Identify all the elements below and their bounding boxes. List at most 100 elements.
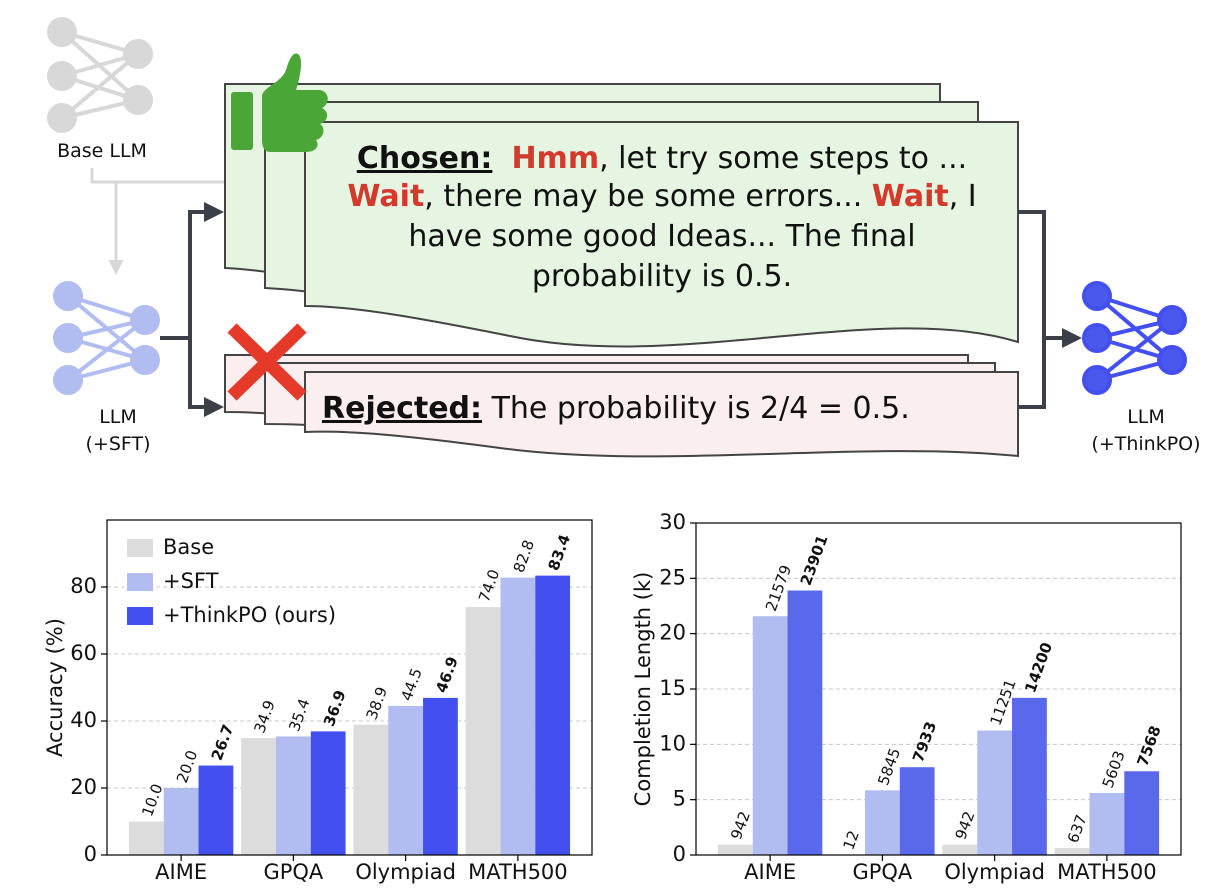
bar	[752, 616, 788, 855]
x-tick-label: MATH500	[468, 860, 568, 884]
x-tick-label: GPQA	[852, 860, 912, 884]
bar	[198, 765, 234, 855]
highlight-word: Hmm	[511, 141, 599, 176]
legend-label: +SFT	[163, 569, 219, 593]
text-span: , let try some steps to ...	[599, 141, 967, 176]
y-tick-label: 30	[659, 510, 686, 534]
value-label: 5845	[874, 746, 904, 788]
chosen-label: Chosen:	[357, 141, 493, 176]
plot-frame	[695, 522, 1182, 856]
legend-label: +ThinkPO (ours)	[163, 603, 336, 627]
bar	[128, 821, 164, 855]
value-label: 7568	[1134, 723, 1165, 768]
y-tick-label: 20	[70, 775, 97, 799]
value-label: 942	[952, 809, 979, 842]
bar	[465, 607, 501, 855]
value-label: 26.7	[208, 722, 238, 763]
chart: 0 20 40 60 80 AIME 10.020.026.7 GPQA 34.9 35.4 36.…	[43, 519, 593, 884]
rejected-text: Rejected: The probability is 2/4 = 0.5.	[322, 391, 910, 426]
y-axis-label: Accuracy (%)	[43, 618, 67, 757]
base-network-icon	[47, 17, 153, 133]
value-label: 74.0	[475, 567, 503, 605]
value-label: 942	[727, 809, 754, 842]
y-axis-label: Completion Length (k)	[631, 572, 655, 807]
rejected-cards	[224, 354, 1019, 458]
value-label: 7933	[909, 719, 940, 764]
text-span: , there may be some errors...	[424, 179, 872, 214]
legend-swatch	[127, 607, 153, 625]
space	[492, 141, 511, 176]
y-tick-label: 15	[659, 676, 686, 700]
legend-label: Base	[163, 535, 214, 559]
bar	[864, 790, 900, 855]
bar	[353, 724, 389, 855]
bar	[1054, 847, 1090, 855]
thinkpo-llm-label: LLM	[1127, 406, 1165, 428]
text-span: The probability is 2/4 = 0.5.	[491, 391, 910, 426]
bar	[388, 705, 424, 855]
x-tick-label: MATH500	[1057, 860, 1157, 884]
highlight-word: Wait	[347, 179, 424, 214]
chosen-text-line: Chosen: Hmm, let try some steps to ...	[357, 141, 967, 176]
bar	[787, 590, 823, 855]
space	[482, 391, 492, 426]
value-label: 36.9	[320, 688, 350, 729]
rejected-label: Rejected:	[322, 391, 482, 426]
y-tick-label: 0	[673, 842, 686, 866]
value-label: 23901	[797, 533, 832, 588]
connector	[1018, 338, 1046, 409]
value-label: 10.0	[138, 781, 166, 819]
y-tick-label: 40	[70, 708, 97, 732]
value-label: 46.9	[432, 654, 462, 695]
y-tick-label: 5	[673, 787, 686, 811]
bar	[163, 788, 199, 855]
bar	[977, 730, 1013, 855]
highlight-word: Wait	[872, 179, 949, 214]
connector	[90, 168, 226, 184]
y-tick-label: 20	[659, 621, 686, 645]
value-label: 83.4	[545, 532, 575, 573]
y-tick-label: 0	[84, 842, 97, 866]
y-tick-label: 80	[70, 574, 97, 598]
text-span: , I	[949, 179, 977, 214]
bar	[275, 736, 311, 855]
chosen-cards	[224, 83, 1019, 348]
bar	[899, 767, 935, 855]
y-tick-label: 25	[659, 565, 686, 589]
bar	[1012, 697, 1047, 855]
x-tick-label: AIME	[155, 860, 207, 884]
bar	[1089, 792, 1125, 855]
plot-frame	[106, 519, 593, 856]
chosen-text-line: have some good Ideas... The final	[408, 219, 915, 254]
bar	[310, 731, 346, 855]
base-llm-label: Base LLM	[57, 140, 147, 162]
charts: 0 20 40 60 80 AIME 10.020.026.7 GPQA 34.9 35.4 36.…	[43, 510, 1182, 884]
chosen-text-line: Wait, there may be some errors... Wait, …	[347, 179, 976, 214]
value-label: 637	[1064, 812, 1091, 845]
x-tick-label: Olympiad	[944, 860, 1045, 884]
value-label: 34.9	[250, 698, 278, 736]
cross-icon	[227, 323, 307, 401]
bar	[942, 844, 978, 855]
value-label: 35.4	[285, 696, 313, 734]
sft-network-icon	[53, 281, 160, 395]
bar	[717, 844, 753, 855]
y-tick-label: 10	[659, 731, 686, 755]
bar	[500, 577, 536, 855]
value-label: 44.5	[397, 666, 425, 704]
diagram: Base LLM LLM (+SFT) Chosen: Hmm, let try…	[47, 17, 1201, 458]
text-span: probability is 0.5.	[532, 259, 792, 294]
x-tick-label: GPQA	[263, 860, 323, 884]
bar	[535, 575, 571, 855]
value-label: 38.9	[363, 685, 391, 723]
thumbs-up-icon	[231, 53, 328, 152]
bar	[241, 738, 276, 855]
legend-swatch	[127, 539, 153, 557]
value-label: 12	[839, 828, 862, 852]
thinkpo-network-icon	[1082, 281, 1187, 395]
thinkpo-llm-label: (+ThinkPO)	[1091, 433, 1200, 455]
sft-llm-label: (+SFT)	[85, 433, 150, 455]
value-label: 5603	[1099, 748, 1129, 790]
chart: 051015202530AIME9422157923901GPQA1258457…	[631, 510, 1182, 884]
